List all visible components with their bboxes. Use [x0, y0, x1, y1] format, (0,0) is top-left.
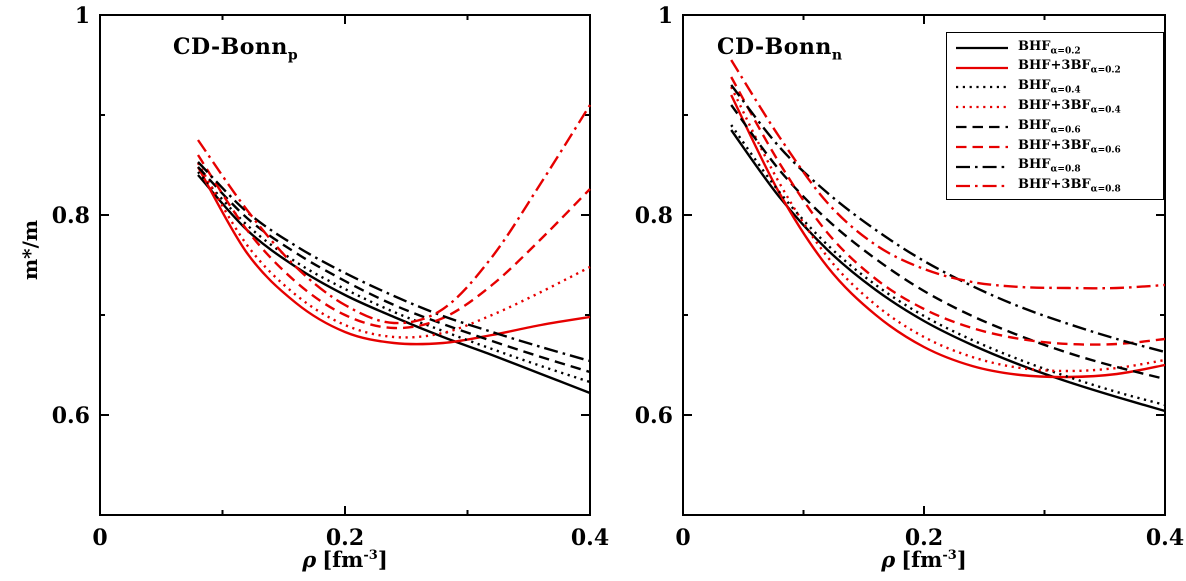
- series-bhf+3bf-0.8: [730, 59, 1166, 290]
- legend-line-sample: [956, 66, 1008, 69]
- y-tick-label: 1: [658, 3, 673, 29]
- legend-item: BHFα=0.8: [955, 157, 1159, 177]
- y-tick-label: 0.8: [635, 203, 673, 229]
- legend-line-sample: [956, 86, 1008, 89]
- x-tick-label: 0: [92, 525, 107, 551]
- panel-proton: 0 0.2 0.4 0.6 0.8 1: [52, 3, 609, 551]
- series-bhf-0.8: [197, 161, 591, 363]
- series-bhf+3bf-0.2: [196, 166, 591, 346]
- x-tick-label: 0.4: [571, 525, 609, 551]
- x-unit-post: ]: [956, 547, 967, 572]
- legend-item: BHF+3BFα=0.6: [955, 137, 1159, 157]
- legend-line-sample: [956, 165, 1008, 168]
- axis-ticks: [682, 14, 1166, 516]
- y-tick-label: 0.6: [52, 403, 90, 429]
- panel-title-right: CD-Bonnn: [717, 34, 843, 63]
- series-bhf+3bf-0.2: [730, 94, 1166, 379]
- panel-title-left-sub: p: [287, 47, 299, 64]
- legend-item: BHF+3BFα=0.2: [955, 58, 1159, 78]
- x-axis-label-left: ρ [fm-3]: [235, 547, 455, 572]
- legend-line-sample: [956, 145, 1008, 148]
- series-bhf-0.6: [730, 104, 1166, 381]
- panel-title-right-text: CD-Bonn: [717, 34, 832, 60]
- panel-neutron: 0 0.2 0.4 0.6 0.8 1: [635, 3, 1184, 551]
- x-tick-label: 0.2: [905, 525, 943, 551]
- panel-title-left: CD-Bonnp: [173, 34, 298, 63]
- series-bhf-0.2: [730, 129, 1166, 413]
- series-bhf+3bf-0.4: [730, 86, 1166, 373]
- legend-item: BHFα=0.4: [955, 78, 1159, 98]
- legend-label: BHFα=0.8: [1018, 157, 1081, 175]
- series-bhf-0.4: [730, 124, 1166, 407]
- series-bhf-0.2: [197, 174, 591, 395]
- legend-label: BHF+3BFα=0.4: [1018, 97, 1121, 116]
- x-axis-label-right: ρ [fm-3]: [814, 547, 1034, 572]
- rho-symbol: ρ: [302, 547, 317, 572]
- series-bhf-0.6: [197, 166, 591, 374]
- x-unit-pre: [fm: [322, 547, 364, 572]
- x-tick-label: 0: [675, 525, 690, 551]
- panel-title-left-text: CD-Bonn: [173, 34, 288, 60]
- legend-label: BHFα=0.6: [1018, 117, 1081, 136]
- panel-title-right-sub: n: [831, 47, 843, 64]
- series-bhf+3bf-0.8: [197, 104, 592, 325]
- legend-label: BHF+3BFα=0.8: [1018, 177, 1121, 195]
- x-unit-exponent: -3: [363, 548, 378, 563]
- legend-label: BHFα=0.2: [1018, 38, 1081, 57]
- x-tick-label: 0.2: [326, 525, 364, 551]
- legend-item: BHFα=0.2: [955, 38, 1159, 58]
- x-unit-post: ]: [377, 547, 388, 572]
- legend: BHFα=0.2 BHF+3BFα=0.2 BHFα=0.4 BHF+3BFα=…: [946, 32, 1164, 201]
- legend-item: BHFα=0.6: [955, 117, 1159, 137]
- series-bhf+3bf-0.6: [196, 154, 591, 330]
- x-unit-exponent: -3: [942, 548, 957, 563]
- axes-frame: [99, 14, 591, 516]
- legend-line-sample: [956, 125, 1008, 129]
- y-tick-label: 0.8: [52, 203, 90, 229]
- rho-symbol: ρ: [881, 547, 896, 572]
- legend-item: BHF+3BFα=0.4: [955, 97, 1159, 117]
- legend-label: BHFα=0.4: [1018, 78, 1081, 96]
- x-unit-pre: [fm: [901, 547, 943, 572]
- legend-label: BHF+3BFα=0.2: [1018, 58, 1121, 76]
- legend-label: BHF+3BFα=0.6: [1018, 137, 1121, 156]
- series-bhf+3bf-0.4: [196, 162, 591, 339]
- y-tick-label: 0.6: [635, 403, 673, 429]
- legend-item: BHF+3BFα=0.8: [955, 177, 1159, 197]
- legend-line-sample: [956, 46, 1008, 49]
- x-tick-label: 0.4: [1146, 525, 1184, 551]
- y-tick-label: 1: [75, 3, 90, 29]
- axis-ticks: [99, 14, 591, 516]
- series-bhf+3bf-0.6: [730, 76, 1166, 346]
- series-bhf-0.4: [197, 171, 591, 384]
- y-axis-label: m*/m: [18, 188, 42, 312]
- legend-line-sample: [956, 106, 1008, 109]
- y-axis-label-text: m*/m: [18, 219, 42, 281]
- legend-line-sample: [956, 185, 1008, 188]
